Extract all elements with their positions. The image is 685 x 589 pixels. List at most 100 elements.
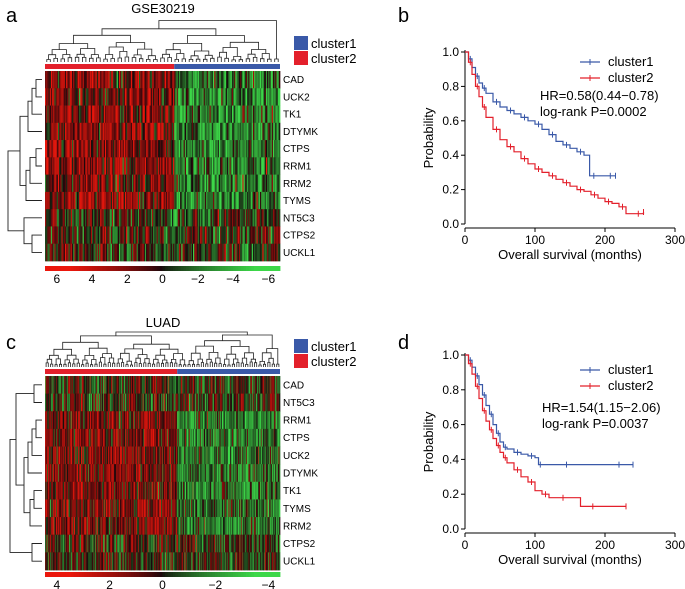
heatmap-cell xyxy=(191,122,194,141)
heatmap-cell xyxy=(72,481,74,500)
heatmap-cell xyxy=(167,209,169,227)
heatmap-cell xyxy=(73,446,75,465)
heatmap-cell xyxy=(47,499,49,518)
heatmap-cell xyxy=(237,140,240,158)
heatmap-cell xyxy=(170,71,173,89)
heatmap-cell xyxy=(111,464,113,483)
heatmap-cell xyxy=(59,393,61,412)
heatmap-cell xyxy=(197,376,199,394)
dendrogram-link xyxy=(31,428,42,456)
heatmap-cell xyxy=(117,71,120,89)
heatmap-cell xyxy=(215,481,217,500)
heatmap-cell xyxy=(209,105,212,124)
heatmap-cell xyxy=(131,393,133,412)
heatmap-cell xyxy=(217,71,220,89)
heatmap-cell xyxy=(89,376,91,394)
heatmap-cell xyxy=(237,191,240,210)
heatmap-cell xyxy=(114,209,116,227)
heatmap-cell xyxy=(103,140,106,158)
heatmap-cell xyxy=(107,226,109,245)
heatmap-cell xyxy=(169,140,172,158)
heatmap-cell xyxy=(75,209,78,227)
heatmap-cell xyxy=(221,446,223,465)
heatmap-cell xyxy=(73,481,75,500)
heatmap-cell xyxy=(182,428,184,447)
heatmap-cell xyxy=(252,411,254,430)
heatmap-cell xyxy=(56,174,59,193)
color-scale-step xyxy=(180,266,184,271)
heatmap-cell xyxy=(217,411,219,430)
heatmap-cell xyxy=(256,105,259,124)
heatmap-cell xyxy=(180,428,182,447)
heatmap-cell xyxy=(66,428,68,447)
heatmap-cell xyxy=(90,481,92,500)
heatmap-cell xyxy=(236,446,238,465)
heatmap-cell xyxy=(237,105,240,124)
heatmap-cell xyxy=(148,428,150,447)
heatmap-cell xyxy=(141,428,144,447)
heatmap-cell xyxy=(102,243,105,262)
heatmap-cell xyxy=(97,226,100,245)
heatmap-cell xyxy=(243,243,246,262)
heatmap-cell xyxy=(134,243,136,262)
heatmap-cell xyxy=(116,428,118,447)
heatmap-cell xyxy=(89,393,91,412)
heatmap-cell xyxy=(111,376,113,394)
heatmap-cell xyxy=(256,243,259,262)
color-scale-step xyxy=(191,266,195,271)
heatmap-cell xyxy=(267,376,269,394)
heatmap-cell xyxy=(198,209,201,227)
heatmap-cell xyxy=(215,376,217,394)
heatmap-cell xyxy=(237,88,240,106)
heatmap-cell xyxy=(210,105,213,124)
heatmap-cell xyxy=(151,88,154,106)
heatmap-cell xyxy=(269,122,271,141)
heatmap-cell xyxy=(99,209,101,227)
heatmap-cell xyxy=(89,191,92,210)
heatmap-cell xyxy=(258,105,261,124)
heatmap-cell xyxy=(257,428,259,447)
heatmap-cell xyxy=(173,226,175,245)
heatmap-cell xyxy=(274,105,276,124)
heatmap-cell xyxy=(248,464,250,483)
color-scale-step xyxy=(97,266,101,271)
heatmap-cell xyxy=(68,157,71,175)
heatmap-cell xyxy=(50,393,52,412)
heatmap-cell xyxy=(150,174,153,193)
heatmap-cell xyxy=(75,428,77,447)
heatmap-cell xyxy=(60,174,62,193)
heatmap-cell xyxy=(227,122,229,141)
heatmap-cell xyxy=(72,499,74,518)
heatmap-cell xyxy=(55,157,58,175)
heatmap-cell xyxy=(109,226,112,245)
heatmap-cell xyxy=(58,393,61,412)
heatmap-cell xyxy=(120,428,122,447)
heatmap-cell xyxy=(114,411,116,430)
heatmap-cell xyxy=(152,411,155,430)
heatmap-cell xyxy=(108,393,110,412)
heatmap-cell xyxy=(153,174,155,193)
color-scale-step xyxy=(52,266,56,271)
heatmap-cell xyxy=(176,157,179,175)
heatmap-cell xyxy=(204,376,206,394)
heatmap-cell xyxy=(140,157,142,175)
heatmap-cell xyxy=(114,411,116,430)
heatmap-cell xyxy=(126,464,128,483)
heatmap-cell xyxy=(256,71,259,89)
heatmap-cell xyxy=(238,411,240,430)
heatmap-cell xyxy=(161,481,163,500)
heatmap-cell xyxy=(229,88,231,106)
heatmap-cell xyxy=(90,140,93,158)
heatmap-cell xyxy=(213,428,215,447)
heatmap-cell xyxy=(136,157,139,175)
heatmap-cell xyxy=(127,174,129,193)
heatmap-cell xyxy=(216,140,219,158)
heatmap-cell xyxy=(83,499,85,518)
heatmap-cell xyxy=(58,411,60,430)
heatmap-cell xyxy=(258,122,261,141)
heatmap-cell xyxy=(69,376,71,394)
heatmap-cell xyxy=(94,105,96,124)
heatmap-cell xyxy=(61,464,63,483)
heatmap-cell xyxy=(62,157,65,175)
heatmap-cell xyxy=(71,464,73,483)
